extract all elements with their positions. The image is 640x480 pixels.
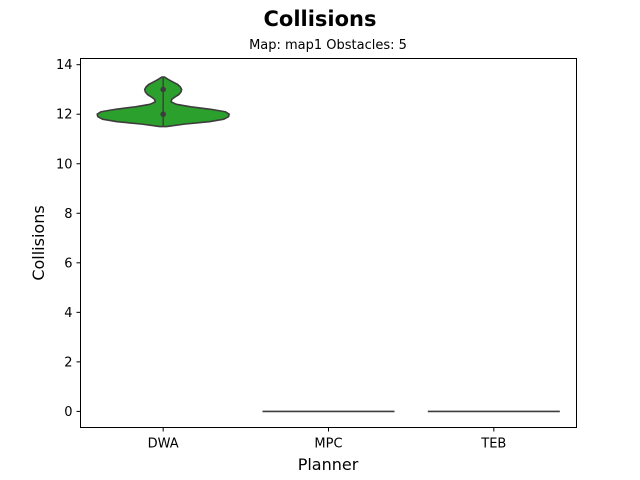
x-tick-label: DWA (148, 437, 179, 452)
y-tick-label: 10 (56, 157, 73, 172)
x-tick-label: TEB (480, 437, 506, 452)
violin-point (160, 86, 166, 93)
violin-point (160, 111, 166, 118)
y-tick-label: 6 (64, 256, 72, 271)
y-tick-label: 14 (56, 58, 73, 73)
x-tick-label: MPC (314, 437, 342, 452)
y-axis-label: Collisions (29, 205, 48, 280)
plot-content (96, 76, 560, 413)
x-axis-label: Planner (298, 455, 359, 474)
chart-subtitle: Map: map1 Obstacles: 5 (249, 38, 407, 53)
chart-title: Collisions (263, 7, 376, 31)
x-axis: DWA MPC TEB (148, 427, 506, 452)
y-tick-label: 0 (64, 405, 72, 420)
y-axis: 0 2 4 6 8 10 12 14 (56, 58, 81, 420)
y-tick-label: 2 (64, 355, 72, 370)
y-tick-label: 12 (56, 108, 73, 123)
y-tick-label: 4 (64, 306, 72, 321)
y-tick-label: 8 (64, 207, 72, 222)
